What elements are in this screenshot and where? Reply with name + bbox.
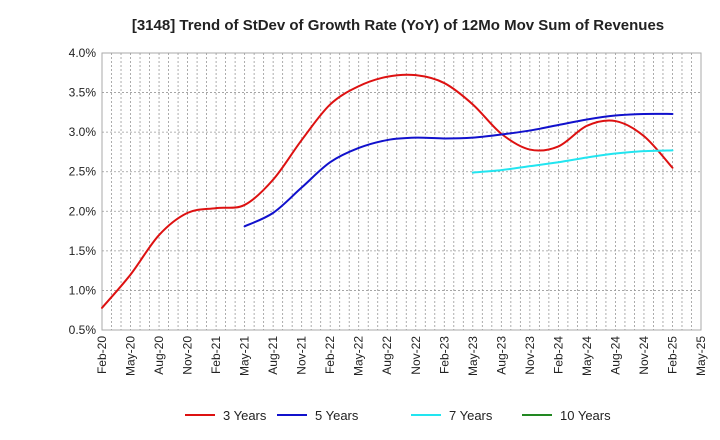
- x-tick-label: Feb-24: [551, 336, 565, 374]
- series-line-7-years: [471, 149, 674, 174]
- x-tick-label: Nov-23: [523, 336, 537, 375]
- legend-item-5-years: 5 Years: [277, 408, 359, 423]
- y-tick-label: 2.5%: [69, 165, 97, 179]
- y-tick-label: 3.5%: [69, 86, 97, 100]
- legend-item-3-years: 3 Years: [185, 408, 267, 423]
- x-tick-label: Feb-22: [323, 336, 337, 374]
- x-tick-label: Nov-21: [295, 336, 309, 375]
- x-tick-label: Feb-20: [95, 336, 109, 374]
- plot-area: [101, 52, 702, 331]
- x-tick-label: Aug-24: [608, 336, 622, 375]
- y-tick-label: 1.0%: [69, 283, 97, 297]
- y-tick-label: 0.5%: [69, 323, 97, 337]
- x-tick-label: Feb-23: [437, 336, 451, 374]
- legend-label-5-years: 5 Years: [315, 408, 359, 423]
- x-tick-label: Feb-25: [665, 336, 679, 374]
- y-tick-label: 3.0%: [69, 125, 97, 139]
- legend-label-3-years: 3 Years: [223, 408, 267, 423]
- x-tick-label: May-24: [580, 336, 594, 376]
- x-axis: Feb-20 May-20 Aug-20 Nov-20 Feb-21 May-21 Aug-…: [95, 336, 708, 376]
- series-line-3-years: [101, 73, 674, 309]
- legend-item-10-years: 10 Years: [522, 408, 611, 423]
- x-tick-label: Feb-21: [209, 336, 223, 374]
- x-tick-label: Aug-22: [380, 336, 394, 375]
- y-tick-label: 4.0%: [69, 46, 97, 60]
- series-line-5-years: [243, 112, 674, 228]
- x-tick-label: May-21: [238, 336, 252, 376]
- x-tick-label: May-23: [466, 336, 480, 376]
- x-tick-label: Aug-21: [266, 336, 280, 375]
- x-tick-label: Nov-22: [409, 336, 423, 375]
- legend: 3 Years 5 Years 7 Years 10 Years: [185, 408, 611, 423]
- x-tick-label: Aug-23: [494, 336, 508, 375]
- x-tick-label: Nov-24: [637, 336, 651, 375]
- x-tick-label: May-20: [124, 336, 138, 376]
- x-tick-label: May-22: [352, 336, 366, 376]
- x-tick-label: Aug-20: [152, 336, 166, 375]
- y-tick-label: 1.5%: [69, 244, 97, 258]
- x-tick-label: Nov-20: [181, 336, 195, 375]
- x-tick-label: May-25: [694, 336, 708, 376]
- chart-title: [3148] Trend of StDev of Growth Rate (Yo…: [132, 17, 664, 34]
- legend-label-7-years: 7 Years: [449, 408, 493, 423]
- legend-item-7-years: 7 Years: [411, 408, 493, 423]
- legend-label-10-years: 10 Years: [560, 408, 611, 423]
- y-axis: 0.5% 1.0% 1.5% 2.0% 2.5% 3.0% 3.5% 4.0%: [69, 46, 97, 337]
- y-tick-label: 2.0%: [69, 204, 97, 218]
- series-lines: [101, 73, 674, 309]
